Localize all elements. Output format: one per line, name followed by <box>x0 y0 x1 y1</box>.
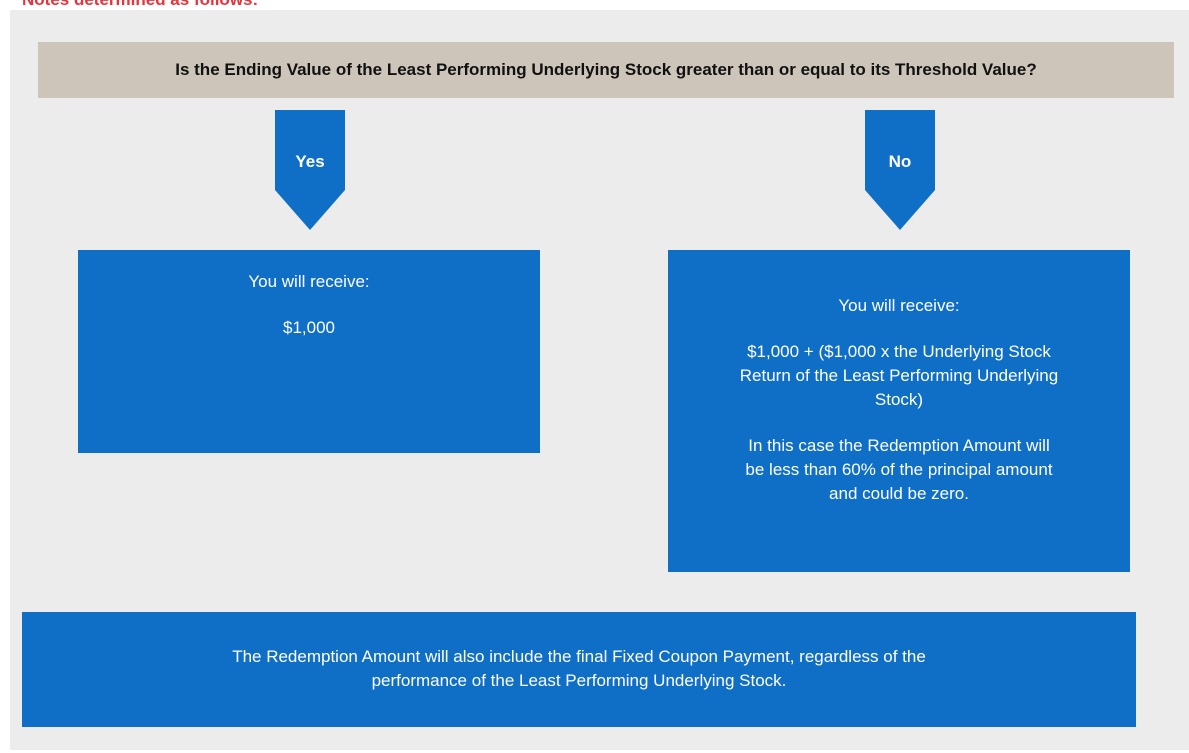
footer-box: The Redemption Amount will also include … <box>22 612 1136 727</box>
text-line: and could be zero. <box>829 484 969 503</box>
text-line: $1,000 <box>283 318 335 337</box>
paragraph: $1,000 + ($1,000 x the Underlying Stock R… <box>668 340 1130 412</box>
yes-box: You will receive: $1,000 <box>78 250 540 453</box>
text-line: Stock) <box>874 390 924 409</box>
no-arrow <box>865 110 935 230</box>
footer-line: performance of the Least Performing Unde… <box>371 671 787 690</box>
box-heading: You will receive: <box>838 296 960 315</box>
paragraph: $1,000 <box>78 316 540 340</box>
box-heading: You will receive: <box>248 272 370 291</box>
text-line: In this case the Redemption Amount will <box>748 436 1050 455</box>
paragraph: In this case the Redemption Amount will b… <box>668 434 1130 506</box>
yes-arrow <box>275 110 345 230</box>
footer-line: The Redemption Amount will also include … <box>232 647 926 666</box>
header: Notes determined as follows: <box>22 0 258 10</box>
question: Is the Ending Value of the Least Perform… <box>38 42 1174 98</box>
text-line: $1,000 + ($1,000 x the Underlying Stock <box>747 342 1051 361</box>
no-box: You will receive: $1,000 + ($1,000 x the … <box>668 250 1130 572</box>
no-label: No <box>888 152 912 171</box>
text-line: Return of the Least Performing Underlyin… <box>739 366 1059 385</box>
yes-label: Yes <box>295 152 325 171</box>
text-line: be less than 60% of the principal amount <box>745 460 1053 479</box>
